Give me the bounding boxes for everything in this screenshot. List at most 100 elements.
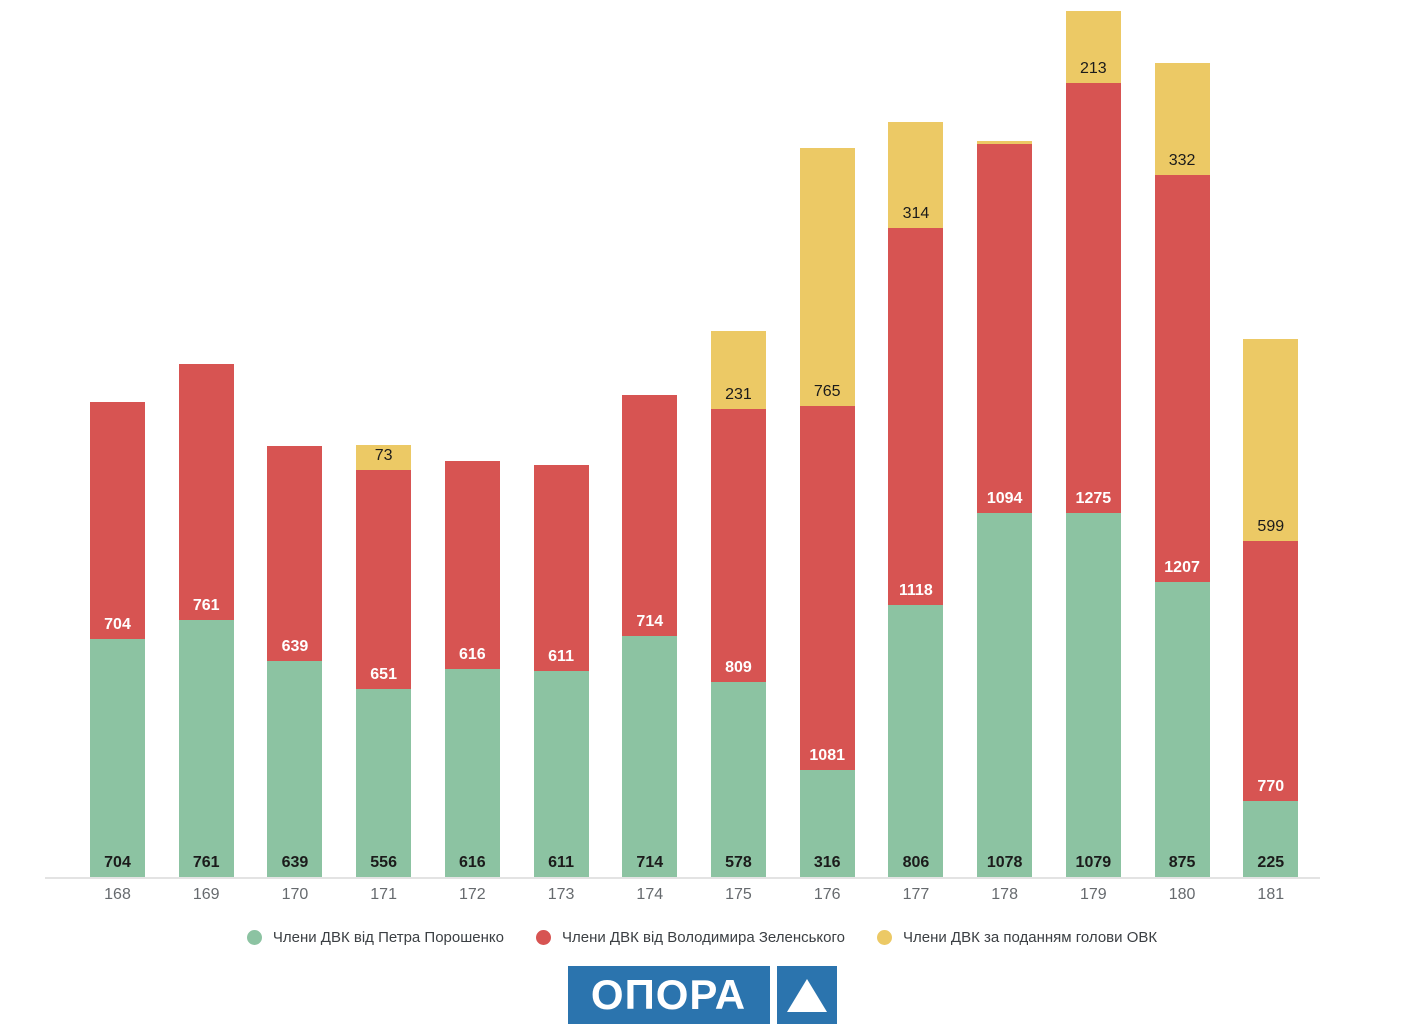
legend-item-1: Члени ДВК від Володимира Зеленського bbox=[535, 929, 845, 946]
bar-value-label: 1078 bbox=[986, 854, 1023, 871]
bar-segment-170-s1 bbox=[267, 445, 323, 662]
bar-segment-181-s2 bbox=[1243, 339, 1299, 542]
bar-value-label: 1079 bbox=[1075, 854, 1112, 871]
bar-value-label: 704 bbox=[104, 616, 131, 634]
bar-value-label: 770 bbox=[1257, 778, 1285, 796]
bar-segment-175-s0 bbox=[710, 682, 766, 877]
bar-segment-177-s2 bbox=[888, 121, 944, 228]
bar-segment-179-s1 bbox=[1065, 82, 1121, 513]
bar-segment-171-s1 bbox=[356, 469, 412, 690]
bar-value-label: 616 bbox=[458, 646, 486, 664]
bar-value-label: 1207 bbox=[1164, 558, 1200, 576]
bar-value-label: 1118 bbox=[899, 582, 933, 600]
legend-label: Члени ДВК від Петра Порошенко bbox=[272, 929, 504, 946]
legend-label: Члени ДВК від Володимира Зеленського bbox=[561, 929, 845, 946]
x-axis-tick-label: 168 bbox=[104, 886, 131, 903]
bar-value-label: 225 bbox=[1257, 854, 1285, 871]
bar-segment-174-s1 bbox=[622, 395, 678, 637]
x-axis-line bbox=[45, 877, 1320, 879]
bar-value-label: 761 bbox=[192, 597, 220, 615]
triangle-icon bbox=[786, 978, 827, 1012]
bar-value-label: 809 bbox=[725, 659, 752, 676]
legend-item-0: Члени ДВК від Петра Порошенко bbox=[246, 929, 504, 946]
bar-segment-178-s1 bbox=[977, 144, 1033, 514]
bar-value-label: 599 bbox=[1257, 518, 1285, 536]
bar-segment-180-s2 bbox=[1154, 62, 1210, 175]
bar-segment-172-s1 bbox=[444, 461, 500, 670]
x-axis-tick-label: 175 bbox=[725, 886, 752, 903]
legend-label: Члени ДВК за поданням голови ОВК bbox=[902, 929, 1158, 946]
opora-logo-square bbox=[776, 966, 837, 1024]
bar-value-label: 875 bbox=[1168, 854, 1196, 871]
x-axis-tick-label: 179 bbox=[1079, 886, 1107, 903]
bar-value-label: 806 bbox=[902, 854, 930, 871]
bar-value-label: 704 bbox=[104, 854, 131, 871]
bar-segment-175-s2 bbox=[710, 331, 766, 410]
legend-item-2: Члени ДВК за поданням голови ОВК bbox=[876, 929, 1158, 946]
x-axis-tick-label: 170 bbox=[281, 886, 309, 903]
x-axis-tick-label: 177 bbox=[902, 886, 930, 903]
bar-segment-175-s1 bbox=[710, 409, 766, 682]
bar-segment-168-s0 bbox=[90, 639, 145, 877]
legend: Члени ДВК від Петра Порошенко Члени ДВК в… bbox=[0, 929, 1404, 946]
bar-value-label: 556 bbox=[370, 854, 397, 871]
x-axis-tick-label: 178 bbox=[991, 886, 1018, 903]
x-axis-tick-label: 172 bbox=[458, 886, 486, 903]
bar-segment-176-s1 bbox=[799, 405, 855, 771]
bar-segment-174-s0 bbox=[622, 636, 678, 877]
bar-value-label: 714 bbox=[636, 854, 664, 871]
bar-segment-169-s0 bbox=[178, 620, 234, 877]
bar-value-label: 231 bbox=[725, 386, 752, 404]
bar-value-label: 714 bbox=[636, 613, 664, 631]
bar-segment-177-s1 bbox=[888, 227, 944, 606]
x-axis-tick-label: 173 bbox=[547, 886, 575, 903]
bar-value-label: 213 bbox=[1079, 59, 1107, 77]
opora-logo-text: ОПОРА bbox=[567, 966, 770, 1024]
bar-segment-179-s2 bbox=[1065, 11, 1121, 83]
bar-value-label: 1094 bbox=[986, 490, 1023, 508]
bar-segment-173-s1 bbox=[533, 464, 589, 671]
x-axis-tick-label: 181 bbox=[1257, 886, 1285, 903]
bar-value-label: 611 bbox=[548, 647, 574, 665]
bar-segment-171-s0 bbox=[356, 689, 412, 877]
bar-value-label: 1081 bbox=[809, 747, 845, 765]
bar-value-label: 761 bbox=[192, 854, 220, 871]
bar-segment-176-s0 bbox=[799, 770, 855, 877]
bar-value-label: 314 bbox=[902, 204, 930, 222]
bar-value-label: 332 bbox=[1168, 151, 1196, 169]
bar-segment-171-s2 bbox=[356, 445, 412, 470]
bar-segment-179-s0 bbox=[1065, 512, 1121, 877]
x-axis-tick-label: 171 bbox=[370, 886, 397, 903]
bar-value-label: 316 bbox=[813, 854, 841, 871]
bar-value-label: 1275 bbox=[1075, 489, 1112, 507]
bar-segment-173-s0 bbox=[533, 670, 589, 877]
bar-value-label: 611 bbox=[548, 854, 574, 871]
x-axis-tick-label: 169 bbox=[192, 886, 220, 903]
bar-value-label: 765 bbox=[813, 382, 841, 400]
bar-segment-172-s0 bbox=[444, 669, 500, 877]
legend-dot-icon bbox=[246, 930, 262, 945]
legend-dot-icon bbox=[535, 930, 551, 945]
bar-segment-178-s0 bbox=[977, 513, 1033, 877]
bar-value-label: 651 bbox=[370, 666, 397, 684]
bar-segment-176-s2 bbox=[799, 147, 855, 406]
bar-value-label: 73 bbox=[374, 446, 393, 464]
bar-segment-181-s1 bbox=[1243, 541, 1299, 802]
bar-segment-169-s1 bbox=[178, 363, 234, 621]
bar-segment-177-s0 bbox=[888, 605, 944, 877]
bar-segment-170-s0 bbox=[267, 661, 323, 877]
opora-logo: ОПОРА bbox=[0, 966, 1404, 1024]
x-axis-tick-label: 176 bbox=[813, 886, 841, 903]
bar-value-label: 578 bbox=[725, 854, 752, 871]
x-axis-tick-label: 180 bbox=[1168, 886, 1196, 903]
x-axis-tick-label: 174 bbox=[636, 886, 664, 903]
bar-value-label: 616 bbox=[458, 854, 486, 871]
bar-segment-181-s0 bbox=[1243, 801, 1299, 877]
bar-segment-180-s1 bbox=[1154, 174, 1210, 582]
bar-value-label: 639 bbox=[281, 854, 309, 871]
bar-segment-178-s2 bbox=[977, 140, 1033, 145]
bar-value-label: 639 bbox=[281, 638, 309, 656]
legend-dot-icon bbox=[876, 930, 892, 945]
